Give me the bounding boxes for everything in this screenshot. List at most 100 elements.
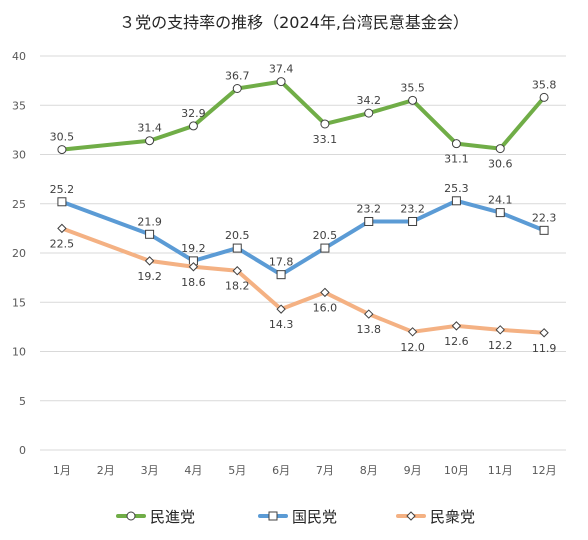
data-label: 19.2: [137, 270, 162, 283]
data-label: 25.2: [50, 183, 75, 196]
data-label: 24.1: [488, 194, 513, 207]
data-label: 32.9: [181, 107, 206, 120]
series-line: [59, 79, 547, 152]
data-label: 23.2: [400, 202, 425, 215]
data-point: [232, 266, 242, 276]
data-label: 18.6: [181, 276, 206, 289]
data-point: [276, 304, 286, 314]
data-point: [276, 270, 286, 280]
y-tick-label: 35: [12, 99, 26, 112]
data-point: [145, 229, 155, 239]
data-point: [320, 287, 330, 298]
data-point: [364, 309, 374, 319]
data-label: 22.5: [50, 237, 75, 250]
x-tick-label: 2月: [97, 464, 115, 477]
x-tick-label: 5月: [228, 464, 246, 477]
series-line: [59, 198, 547, 277]
data-label: 30.6: [488, 158, 513, 171]
x-tick-label: 3月: [141, 464, 159, 477]
y-tick-label: 10: [12, 346, 26, 359]
chart-title: ３党の支持率の推移（2024年,台湾民意基金会）: [119, 13, 469, 32]
legend-marker: [268, 511, 278, 521]
data-point: [451, 321, 462, 331]
data-label: 12.6: [444, 335, 469, 348]
data-point: [232, 84, 242, 94]
data-point: [495, 208, 505, 218]
x-tick-label: 11月: [488, 464, 513, 477]
legend-marker: [126, 511, 136, 521]
y-axis: 0 5 10 15 20 25 30 35 40: [12, 50, 26, 457]
data-point: [451, 196, 461, 206]
y-tick-label: 30: [12, 149, 26, 162]
series-2: 25.2 21.9 19.2 20.5 17.8 20.5 23.2 23.2 25.3 24.1…: [50, 182, 557, 280]
x-tick-label: 8月: [360, 464, 378, 477]
data-point: [408, 216, 418, 226]
data-label: 12.2: [488, 339, 513, 352]
y-tick-label: 25: [12, 198, 26, 211]
legend: 民進党 国民党 民衆党: [116, 508, 475, 526]
y-tick-label: 5: [19, 395, 26, 408]
data-point: [539, 328, 549, 338]
data-point: [539, 225, 549, 235]
data-point: [320, 243, 330, 253]
data-point: [495, 325, 505, 335]
data-label: 18.2: [225, 280, 250, 293]
data-point: [495, 144, 505, 154]
series-group: 30.5 31.4 32.9 36.7 37.4 33.1 34.2 35.5 31.1 30.6…: [50, 63, 557, 355]
data-point: [408, 95, 418, 105]
data-point: [145, 136, 155, 146]
legend-label: 民進党: [150, 508, 195, 526]
data-label: 22.3: [532, 211, 557, 224]
data-label: 33.1: [313, 133, 338, 146]
data-label: 21.9: [137, 215, 162, 228]
data-label: 20.5: [225, 229, 250, 242]
data-point: [232, 243, 242, 253]
gridlines: [40, 55, 566, 451]
data-point: [188, 262, 199, 272]
y-tick-label: 20: [12, 247, 26, 260]
x-axis: 1月 2月 3月 4月 5月 6月 7月 8月 9月 10月 11月 12月: [53, 464, 557, 477]
data-label: 25.3: [444, 182, 469, 195]
data-point: [144, 256, 155, 266]
data-label: 12.0: [400, 341, 425, 354]
legend-label: 国民党: [292, 508, 337, 526]
x-tick-label: 6月: [272, 464, 290, 477]
data-label: 14.3: [269, 318, 294, 331]
legend-item: 国民党: [258, 508, 337, 526]
data-point: [276, 77, 286, 87]
data-point: [57, 145, 67, 155]
data-point: [57, 223, 67, 234]
y-tick-label: 40: [12, 50, 26, 63]
data-label: 35.5: [400, 81, 425, 94]
legend-item: 民進党: [116, 508, 195, 526]
data-label: 36.7: [225, 70, 250, 83]
data-point: [57, 197, 67, 207]
data-label: 20.5: [313, 229, 338, 242]
data-label: 17.8: [269, 256, 294, 269]
data-label: 34.2: [357, 94, 382, 107]
legend-label: 民衆党: [430, 508, 475, 526]
data-point: [320, 119, 330, 129]
data-point: [364, 108, 374, 118]
legend-marker: [406, 511, 416, 521]
x-tick-label: 7月: [316, 464, 334, 477]
data-label: 11.9: [532, 342, 557, 355]
series-3: 22.5 19.2 18.6 18.2 14.3 16.0 13.8 12.0 12.6 12.2…: [50, 223, 557, 355]
data-label: 23.2: [357, 202, 382, 215]
x-tick-label: 10月: [444, 464, 469, 477]
x-tick-label: 12月: [532, 464, 557, 477]
data-point: [451, 139, 461, 149]
data-label: 13.8: [357, 323, 382, 336]
data-label: 37.4: [269, 63, 294, 76]
data-point: [539, 92, 549, 102]
x-tick-label: 1月: [53, 464, 71, 477]
data-point: [364, 216, 374, 226]
data-label: 35.8: [532, 78, 557, 91]
data-label: 16.0: [313, 301, 338, 314]
series-line: [59, 226, 547, 335]
data-point: [188, 121, 198, 131]
data-label: 31.1: [444, 153, 469, 166]
data-label: 30.5: [50, 131, 75, 144]
data-label: 31.4: [137, 122, 162, 135]
